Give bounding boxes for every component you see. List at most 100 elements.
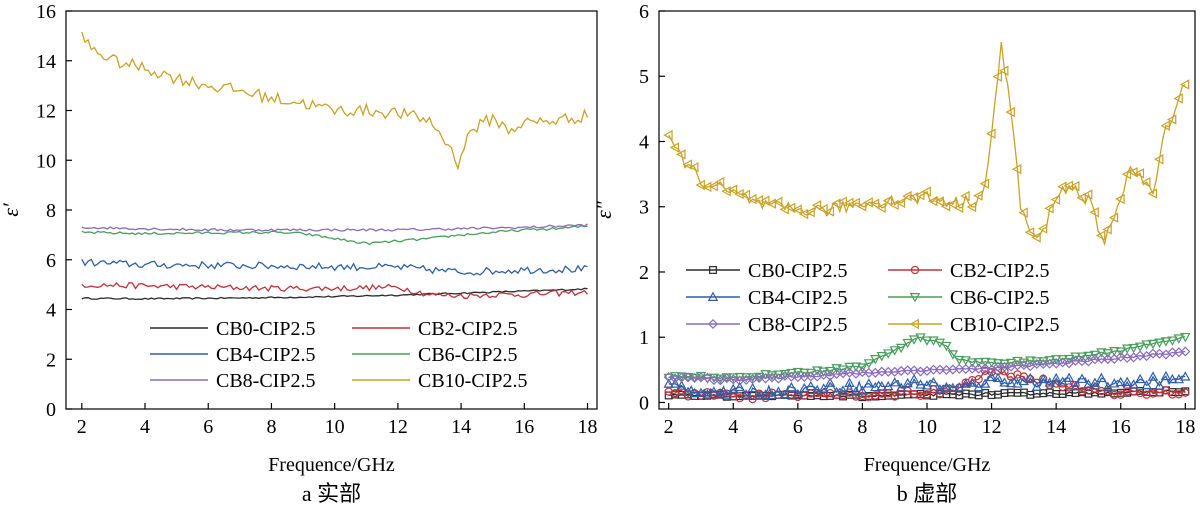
series-line (668, 375, 1186, 398)
data-point (1089, 207, 1099, 218)
data-point (921, 336, 933, 346)
x-tick-label: 14 (451, 416, 471, 438)
data-point (1070, 180, 1080, 192)
data-point (740, 189, 751, 201)
series-line (81, 258, 588, 276)
data-point (941, 381, 952, 392)
data-point (837, 365, 849, 375)
legend-label: CB2-CIP2.5 (418, 318, 517, 340)
data-point (850, 197, 860, 209)
data-point (863, 359, 875, 369)
data-point (1096, 372, 1107, 383)
data-point (992, 71, 1002, 82)
legend-label: CB0-CIP2.5 (216, 318, 315, 340)
data-point (831, 198, 841, 209)
data-point (837, 385, 849, 395)
data-point (947, 350, 959, 360)
series-cb2-cip2.5 (81, 281, 588, 299)
data-point (683, 372, 694, 383)
data-point (895, 343, 907, 354)
data-point (1121, 376, 1133, 386)
data-point (727, 184, 738, 195)
data-point (1160, 337, 1172, 347)
data-point (928, 336, 939, 346)
data-point (728, 383, 739, 393)
data-point (754, 389, 764, 398)
data-point (1096, 353, 1107, 364)
data-point (707, 291, 719, 301)
data-point (1121, 168, 1132, 180)
legend-label: CB0-CIP2.5 (748, 260, 847, 282)
data-point (1147, 371, 1159, 381)
data-point (960, 356, 971, 366)
data-point (811, 200, 822, 211)
y-tick-label: 6 (46, 250, 56, 272)
data-point (928, 376, 939, 387)
data-point (850, 386, 862, 396)
data-point (857, 363, 868, 373)
data-point (689, 387, 700, 398)
data-point (798, 208, 809, 220)
data-point (856, 201, 867, 212)
data-point (973, 190, 983, 201)
y-tick-label: 6 (639, 1, 649, 23)
data-point (773, 386, 784, 396)
data-point (870, 381, 881, 392)
data-point (1063, 354, 1075, 365)
data-point (876, 202, 886, 214)
data-point (1005, 358, 1017, 369)
data-point (953, 202, 964, 213)
data-point (1128, 343, 1139, 354)
data-point (922, 390, 932, 399)
x-tick-label: 12 (388, 416, 408, 438)
y-tick-label: 1 (639, 327, 649, 349)
data-point (1083, 378, 1094, 389)
x-tick-label: 2 (664, 416, 674, 438)
data-point (882, 195, 893, 206)
series-line (81, 223, 588, 232)
data-point (779, 370, 790, 381)
data-point (1005, 377, 1017, 388)
data-point (844, 377, 855, 387)
data-point (1154, 154, 1164, 165)
x-tick-label: 8 (266, 416, 276, 438)
data-point (1037, 223, 1048, 234)
data-point (1044, 203, 1054, 214)
y-tick-label: 10 (36, 150, 56, 172)
data-point (818, 383, 829, 393)
data-point (895, 197, 906, 209)
series-line (81, 31, 589, 171)
data-point (682, 386, 694, 396)
data-point (766, 198, 776, 209)
y-tick-label: 3 (639, 197, 649, 219)
x-tick-label: 6 (203, 416, 213, 438)
data-point (734, 372, 745, 383)
legend-label: CB8-CIP2.5 (748, 314, 847, 336)
data-point (909, 318, 919, 330)
data-point (889, 377, 900, 387)
data-point (831, 386, 842, 397)
data-point (910, 265, 920, 275)
data-point (785, 202, 796, 214)
data-point (1018, 359, 1029, 371)
data-point (1070, 355, 1081, 366)
data-point (1050, 194, 1061, 205)
data-point (818, 369, 829, 380)
data-point (754, 372, 765, 383)
data-point (708, 375, 719, 386)
data-point (799, 382, 810, 393)
legend-label: CB8-CIP2.5 (216, 370, 315, 392)
data-point (1135, 350, 1146, 361)
data-point (682, 159, 693, 170)
data-point (773, 370, 784, 380)
data-point (844, 362, 855, 373)
x-tick-label: 16 (1111, 416, 1131, 438)
x-axis-title: Frequence/GHz (268, 454, 395, 476)
data-point (1096, 348, 1107, 358)
legend-label: CB4-CIP2.5 (748, 287, 847, 309)
data-point (689, 161, 699, 173)
data-point (1012, 378, 1023, 388)
data-point (1173, 334, 1185, 344)
data-point (1180, 332, 1191, 343)
x-tick-label: 4 (140, 416, 150, 438)
